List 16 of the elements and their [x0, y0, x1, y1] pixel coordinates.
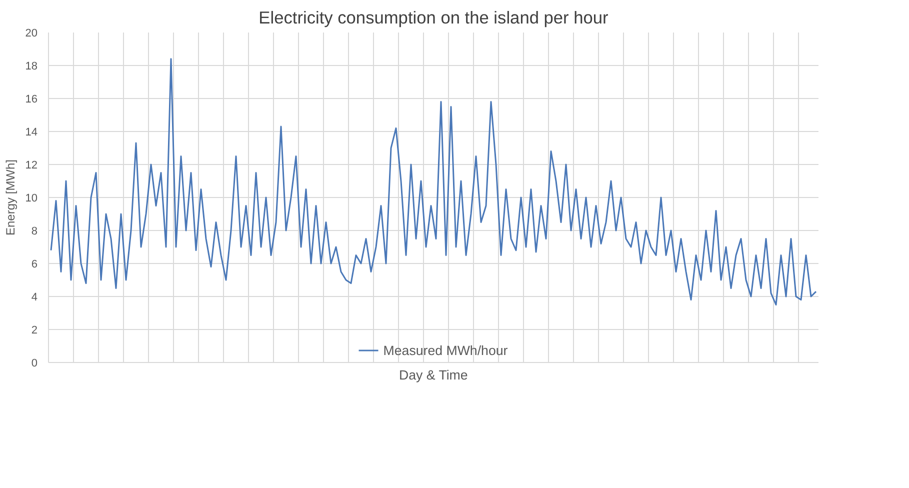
y-tick-label: 16 — [25, 94, 38, 106]
y-tick-label: 0 — [31, 358, 38, 370]
y-tick-label: 8 — [31, 226, 38, 238]
y-tick-label: 12 — [25, 160, 38, 172]
y-tick-label: 14 — [25, 126, 38, 138]
y-axis-title: Energy [MWh] — [3, 159, 18, 236]
line-series — [50, 58, 817, 306]
y-tick-label: 20 — [25, 28, 38, 40]
y-tick-label: 2 — [31, 324, 38, 336]
chart-title: Electricity consumption on the island per hour — [258, 8, 609, 28]
y-tick-label: 10 — [25, 192, 38, 204]
x-axis-title: Day & Time — [398, 368, 468, 382]
y-tick-label: 6 — [31, 258, 38, 270]
y-tick-label: 4 — [31, 292, 38, 304]
legend-label: Measured MWh/hour — [383, 342, 508, 358]
y-tick-label: 18 — [25, 60, 38, 72]
